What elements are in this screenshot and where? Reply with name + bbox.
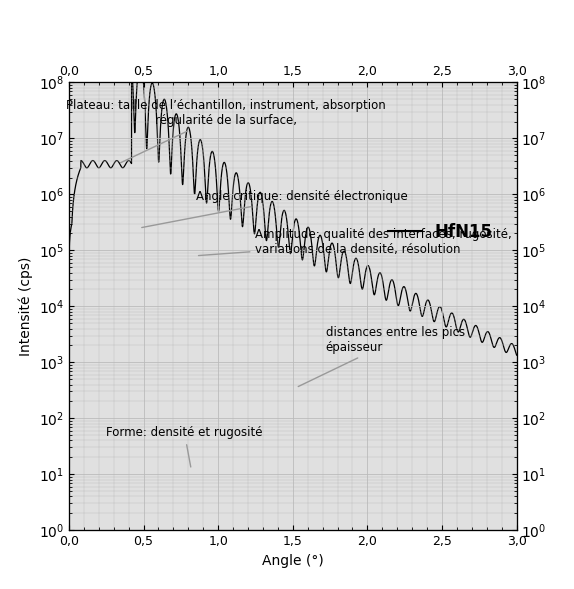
Text: Forme: densité et rugosité: Forme: densité et rugosité bbox=[106, 426, 263, 467]
Text: Amplitude: qualité des interfaces, rugosité,
variations de la densité, résolutio: Amplitude: qualité des interfaces, rugos… bbox=[199, 228, 512, 256]
Legend: HfN15: HfN15 bbox=[381, 216, 499, 247]
Text: Angle critique: densité électronique: Angle critique: densité électronique bbox=[142, 190, 408, 227]
Text: Plateau: taille de l’échantillon, instrument, absorption
régularité de la surfac: Plateau: taille de l’échantillon, instru… bbox=[65, 99, 386, 163]
X-axis label: Angle (°): Angle (°) bbox=[262, 554, 324, 568]
Text: distances entre les pics
épaisseur: distances entre les pics épaisseur bbox=[298, 326, 465, 386]
Y-axis label: Intensité (cps): Intensité (cps) bbox=[18, 257, 33, 356]
